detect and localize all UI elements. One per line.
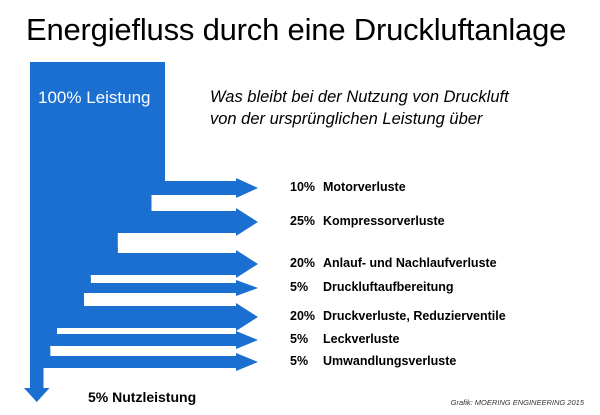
loss-label: 5% Umwandlungsverluste bbox=[290, 354, 456, 368]
trunk-segment-4 bbox=[30, 275, 91, 293]
loss-name: Anlauf- und Nachlaufverluste bbox=[323, 256, 497, 270]
loss-branch-7 bbox=[43, 350, 258, 371]
loss-percent: 10% bbox=[290, 180, 316, 194]
loss-branch-5 bbox=[57, 300, 258, 331]
loss-percent: 5% bbox=[290, 280, 309, 294]
input-power-label: 100% Leistung bbox=[38, 88, 151, 107]
loss-label: 5% Leckverluste bbox=[290, 332, 399, 346]
subtitle-line-1: Was bleibt bei der Nutzung von Druckluft bbox=[210, 88, 509, 106]
subtitle-line-2: von der ursprünglichen Leistung über bbox=[210, 110, 483, 128]
loss-branch-4 bbox=[84, 277, 258, 296]
useful-output-stem bbox=[30, 368, 44, 388]
loss-percent: 20% bbox=[290, 309, 316, 323]
trunk-segment-1 bbox=[30, 62, 165, 195]
loss-branch-2 bbox=[117, 205, 258, 236]
loss-name: Umwandlungsverluste bbox=[323, 354, 457, 368]
loss-name: Druckverluste, Reduzierventile bbox=[323, 309, 506, 323]
loss-label: 10% Motorverluste bbox=[290, 180, 406, 194]
loss-branch-1 bbox=[151, 175, 258, 198]
page-title: Energiefluss durch eine Druckluftanlage bbox=[26, 12, 567, 47]
loss-name: Kompressorverluste bbox=[323, 214, 445, 228]
loss-percent: 5% bbox=[290, 354, 309, 368]
loss-branch-6 bbox=[50, 328, 258, 349]
loss-label: 25% Kompressorverluste bbox=[290, 214, 445, 228]
useful-output-label: 5% Nutzleistung bbox=[88, 389, 197, 405]
loss-percent: 20% bbox=[290, 256, 316, 270]
credit-line: Grafik: MOERING ENGINEERING 2015 bbox=[450, 398, 584, 407]
flow-group bbox=[24, 62, 258, 402]
loss-percent: 5% bbox=[290, 332, 309, 346]
loss-name: Motorverluste bbox=[323, 180, 406, 194]
loss-label: 5% Druckluftaufbereitung bbox=[290, 280, 454, 294]
loss-name: Druckluftaufbereitung bbox=[323, 280, 454, 294]
loss-percent: 25% bbox=[290, 214, 316, 228]
subtitle: Was bleibt bei der Nutzung von Druckluft… bbox=[210, 86, 509, 130]
loss-name: Leckverluste bbox=[323, 332, 400, 346]
loss-label: 20% Druckverluste, Reduzierventile bbox=[290, 309, 506, 323]
useful-output-arrow bbox=[24, 388, 50, 402]
loss-label: 20% Anlauf- und Nachlaufverluste bbox=[290, 256, 497, 270]
loss-branch-3 bbox=[90, 247, 258, 278]
